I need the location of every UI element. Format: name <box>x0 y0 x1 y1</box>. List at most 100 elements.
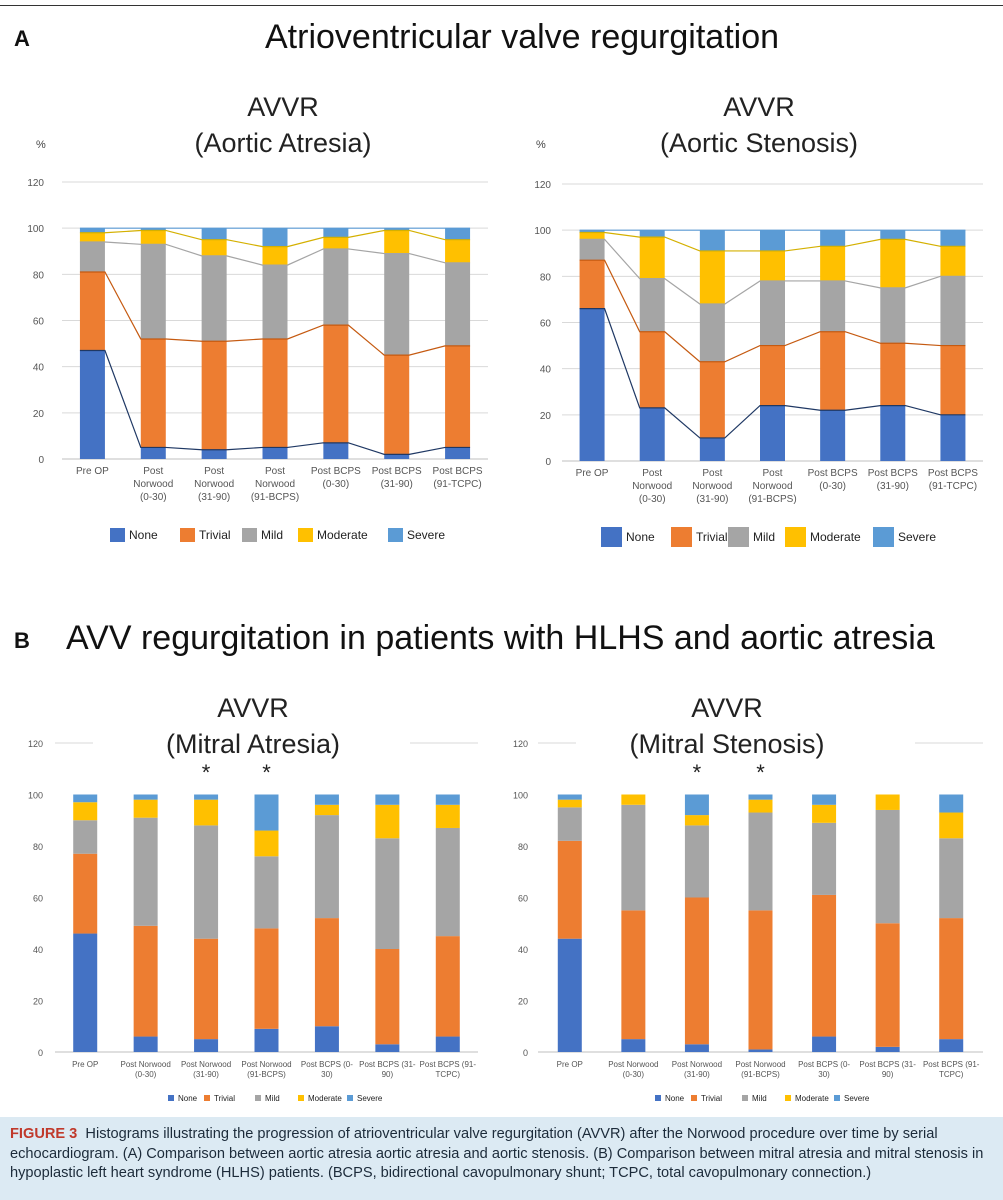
bar-segment-mild <box>621 804 646 911</box>
bar-segment-none <box>73 933 98 1052</box>
legend-swatch-mild <box>742 1095 748 1101</box>
y-tick-label: 60 <box>540 319 552 330</box>
bar-segment-trivial <box>254 928 279 1029</box>
bar-segment-severe <box>133 794 158 800</box>
bar-segment-moderate <box>133 799 158 818</box>
bar-segment-moderate <box>760 250 785 281</box>
bar-segment-trivial <box>880 343 906 406</box>
y-tick-label: 100 <box>534 226 551 237</box>
bar-segment-none <box>254 1028 279 1052</box>
x-tick-label: Post Norwood (0-30) <box>632 468 672 505</box>
bar-segment-mild <box>445 262 471 346</box>
bar-segment-none <box>684 1044 709 1052</box>
panel-a-heading: Atrioventricular valve regurgitation <box>265 18 780 56</box>
x-tick-label: Post BCPS (0-30) <box>798 1060 850 1079</box>
x-tick-label: Post BCPS (31-90) <box>372 466 422 490</box>
bar-segment-severe <box>940 230 966 247</box>
bar-segment-none <box>262 447 288 459</box>
bar-segment-severe <box>384 228 410 231</box>
top-rule <box>0 5 1003 6</box>
bar-segment-none <box>79 350 105 459</box>
bar-segment-moderate <box>820 246 846 281</box>
legend-label-severe: Severe <box>407 528 445 542</box>
legend-swatch-none <box>601 527 622 547</box>
legend-label-trivial: Trivial <box>701 1094 722 1103</box>
y-tick-label: 0 <box>38 1048 43 1058</box>
y-tick-label: 20 <box>540 411 552 422</box>
bar-segment-mild <box>262 265 288 339</box>
bar-segment-moderate <box>314 804 339 816</box>
y-axis-label: % <box>36 139 46 151</box>
bar-segment-trivial <box>73 853 98 934</box>
bar-segment-severe <box>79 228 105 233</box>
bar-segment-none <box>140 447 166 459</box>
bar-segment-trivial <box>940 345 966 415</box>
legend-label-mild: Mild <box>261 528 283 542</box>
bar-segment-trivial <box>557 840 582 939</box>
legend-label-trivial: Trivial <box>214 1094 235 1103</box>
y-tick-label: 0 <box>523 1048 528 1058</box>
bar-segment-none <box>820 410 846 461</box>
bar-segment-mild <box>375 838 400 949</box>
bar-segment-none <box>435 1036 460 1052</box>
legend-label-none: None <box>626 530 655 544</box>
x-tick-label: Post BCPS (0-30) <box>311 466 361 490</box>
legend-swatch-none <box>655 1095 661 1101</box>
legend-label-severe: Severe <box>844 1094 870 1103</box>
legend-swatch-trivial <box>180 528 195 542</box>
legend-swatch-trivial <box>204 1095 210 1101</box>
legend-label-mild: Mild <box>265 1094 280 1103</box>
bar-segment-mild <box>812 822 837 895</box>
x-tick-label: Pre OP <box>76 466 109 477</box>
bar-segment-none <box>201 449 227 459</box>
bar-segment-none <box>323 442 349 459</box>
bar-segment-trivial <box>140 338 166 448</box>
bar-segment-none <box>760 405 785 461</box>
bar-segment-trivial <box>760 345 785 406</box>
x-tick-label: Post Norwood (0-30) <box>133 466 173 503</box>
bar-segment-severe <box>140 228 166 231</box>
y-tick-label: 120 <box>513 739 528 749</box>
figure-caption: FIGURE 3 Histograms illustrating the pro… <box>0 1117 1003 1200</box>
bar-segment-severe <box>557 794 582 800</box>
chart-3: AVVR (Mitral Atresia) 0 20 40 60 80 100 120 Pre O… <box>28 693 478 1103</box>
y-tick-label: 100 <box>27 224 44 235</box>
x-tick-label: Post BCPS (31-90) <box>868 468 918 492</box>
x-tick-label: Post Norwood (0-30) <box>121 1060 171 1079</box>
x-tick-label: Post BCPS (91-TCPC) <box>433 466 483 490</box>
legend-swatch-moderate <box>298 528 313 542</box>
x-tick-label: Post BCPS (31-90) <box>359 1060 416 1079</box>
caption-label: FIGURE 3 <box>10 1126 78 1142</box>
bar-segment-trivial <box>579 260 605 309</box>
x-tick-label: Pre OP <box>72 1060 98 1069</box>
bar-segment-mild <box>79 242 105 273</box>
bar-segment-severe <box>435 794 460 805</box>
bar-segment-none <box>445 447 471 459</box>
y-axis-label: % <box>536 139 546 151</box>
x-tick-label: Post Norwood (91-BCPS) <box>241 1060 291 1079</box>
bar-segment-severe <box>748 794 773 800</box>
bar-segment-trivial <box>445 345 471 448</box>
bar-segment-trivial <box>79 272 105 351</box>
series-connector-line <box>579 231 966 252</box>
y-tick-label: 40 <box>33 363 45 374</box>
panel-a-letter: A <box>14 26 30 51</box>
legend-swatch-none <box>168 1095 174 1101</box>
bar-segment-none <box>748 1049 773 1052</box>
bar-segment-mild <box>194 825 219 939</box>
bar-segment-trivial <box>621 910 646 1040</box>
y-tick-label: 80 <box>518 842 528 852</box>
bar-segment-none <box>639 407 665 461</box>
bar-segment-mild <box>579 239 605 261</box>
legend-label-severe: Severe <box>898 530 936 544</box>
bar-segment-moderate <box>384 230 410 254</box>
bar-segment-none <box>133 1036 158 1052</box>
bar-segment-severe <box>201 228 227 240</box>
bar-segment-moderate <box>73 802 98 821</box>
bar-segment-mild <box>748 812 773 911</box>
x-tick-label: Post BCPS (0-30) <box>301 1060 353 1079</box>
bar-segment-severe <box>445 228 471 240</box>
bar-segment-moderate <box>684 815 709 826</box>
x-tick-label: Post Norwood (0-30) <box>608 1060 658 1079</box>
bar-segment-moderate <box>262 246 288 266</box>
